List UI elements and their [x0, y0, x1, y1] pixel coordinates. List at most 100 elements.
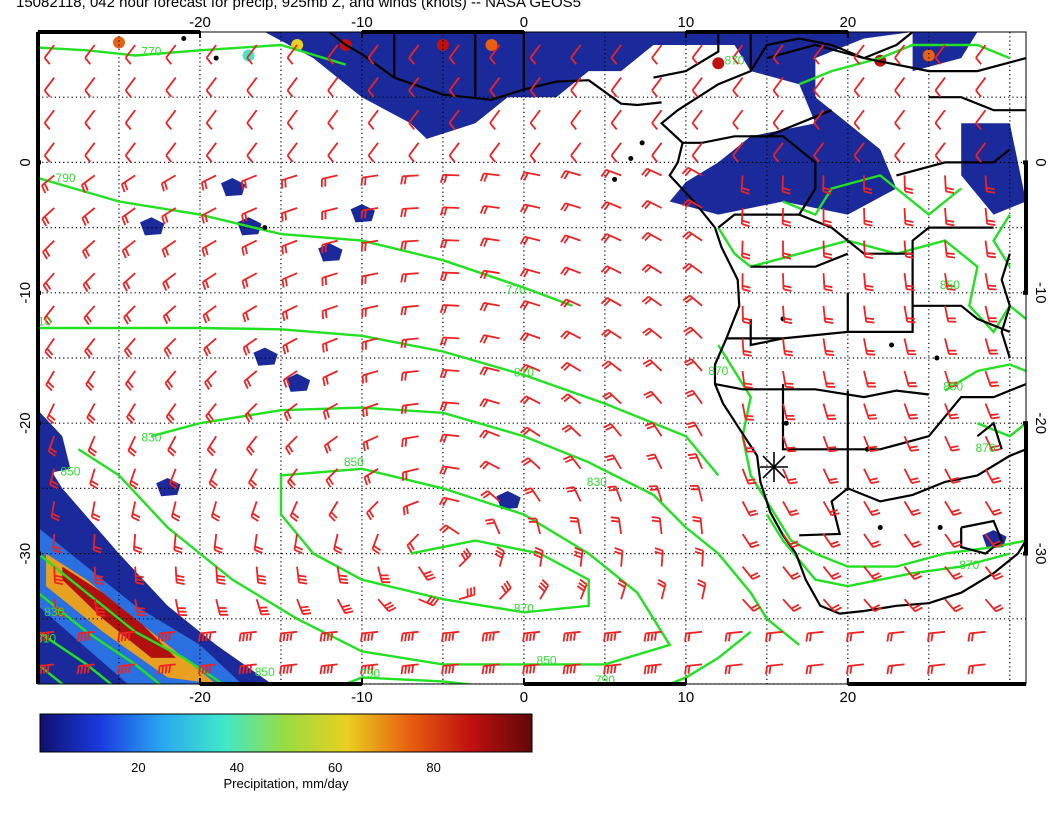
wind-barb: [81, 207, 96, 226]
wind-barb: [528, 517, 541, 535]
wind-barb: [651, 44, 663, 65]
wind-barb: [206, 435, 217, 457]
wind-barb: [205, 77, 217, 98]
map-panel: 770 790 770 810 810 830 850 850 830 870 850 830 810 7…: [38, 32, 1026, 684]
wind-barb: [361, 370, 379, 384]
lat-label-left: -20: [17, 412, 34, 434]
wind-barb: [822, 468, 839, 485]
wind-barb: [944, 370, 959, 388]
wind-barb: [406, 533, 420, 553]
wind-barb: [570, 142, 582, 163]
wind-barb: [201, 239, 217, 257]
wind-barb: [439, 433, 460, 443]
wind-barb: [600, 233, 622, 243]
wind-barb: [448, 109, 460, 130]
wind-barb: [282, 337, 298, 355]
wind-barb: [47, 435, 58, 457]
wind-barb: [167, 435, 177, 457]
wind-barb: [741, 403, 754, 421]
country-border: [847, 383, 1026, 451]
wind-barb: [903, 566, 923, 581]
wind-barb: [732, 109, 744, 130]
wind-barb: [439, 206, 460, 216]
wind-barb: [967, 630, 986, 642]
wind-barb: [944, 435, 960, 452]
wind-barb: [246, 435, 258, 456]
wind-barb: [127, 435, 137, 457]
wind-barb: [319, 663, 338, 675]
wind-barb: [296, 598, 312, 616]
wind-barb: [927, 630, 946, 642]
contour-label: 870: [724, 54, 744, 68]
wind-barb: [400, 272, 419, 283]
wind-barb: [43, 109, 55, 130]
wind-barb: [117, 663, 136, 675]
wind-barb: [600, 265, 622, 275]
wind-barb: [600, 168, 622, 179]
wind-barb: [886, 630, 905, 642]
wind-barb: [683, 326, 703, 340]
wind-barb: [741, 468, 757, 485]
wind-barb: [853, 77, 865, 98]
wind-barb: [360, 239, 379, 252]
wind-barb: [362, 402, 379, 418]
wind-barb: [165, 44, 177, 65]
contour-label: 830: [141, 430, 161, 444]
wind-barb: [82, 239, 96, 260]
lon-tick-bottom: [360, 678, 363, 685]
precip-rim-patch: [38, 410, 71, 476]
wind-barb: [84, 77, 96, 98]
wind-barb: [691, 142, 703, 163]
wind-barb: [863, 598, 883, 613]
wind-barb: [863, 370, 877, 388]
wind-barb: [805, 630, 824, 642]
wind-barb: [681, 199, 703, 209]
wind-barb: [741, 500, 759, 517]
country-border: [714, 383, 929, 399]
wind-barb: [610, 77, 622, 98]
wind-barb: [772, 109, 784, 130]
wind-barb: [741, 240, 751, 260]
precip-cell: [485, 39, 498, 52]
station-marker: [760, 452, 788, 482]
wind-barb: [439, 336, 460, 346]
axis-ticks: -20 -20 -10 -10 0 0 10 10 20 20 0 0 -10 -10 -20 -20 -30 -…: [17, 14, 1049, 706]
wind-barb: [494, 546, 505, 567]
island-or-lake: [612, 176, 618, 182]
wind-barb: [122, 272, 136, 292]
wind-barb: [519, 363, 541, 374]
wind-barb: [38, 663, 55, 675]
wind-barb: [377, 566, 391, 584]
wind-barb: [489, 77, 501, 98]
height-contour: [717, 344, 1026, 568]
precip-speck: [285, 373, 311, 392]
height-contour: [77, 448, 672, 666]
wind-barb: [90, 501, 101, 522]
wind-barb: [894, 142, 906, 163]
wind-barb: [863, 273, 874, 292]
wind-barb: [944, 598, 964, 613]
lon-label-bottom: 20: [839, 689, 856, 706]
wind-barb: [328, 500, 339, 522]
wind-barb: [281, 304, 298, 321]
wind-barb: [201, 207, 217, 224]
wind-barb: [822, 566, 842, 581]
wind-barb: [561, 424, 582, 437]
wind-barb: [641, 199, 663, 210]
wind-barb: [863, 403, 878, 420]
lon-label-top: -10: [351, 14, 373, 31]
wind-barb: [439, 524, 460, 535]
wind-barb: [523, 487, 541, 502]
wind-barb: [894, 77, 906, 98]
wind-barb: [934, 44, 946, 65]
height-contour: [666, 630, 752, 684]
wind-barb: [322, 402, 339, 420]
colorbar-tick-label: 60: [328, 760, 342, 775]
wind-barb: [822, 403, 837, 420]
height-contour: [782, 174, 962, 217]
wind-barb: [732, 77, 744, 98]
precip-itcz-white-gap: [38, 64, 314, 124]
wind-barb: [93, 599, 106, 617]
wind-barb: [684, 630, 703, 642]
wind-barb: [903, 533, 922, 549]
